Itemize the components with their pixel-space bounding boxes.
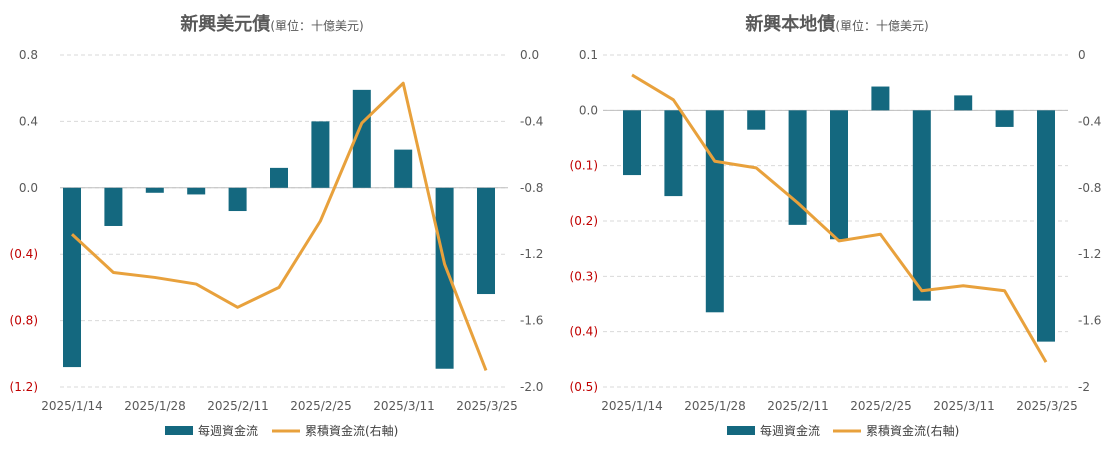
x-tick-label: 2025/2/25 [850,399,912,413]
left-tick-label: (0.4) [10,247,38,261]
x-tick-label: 2025/2/11 [767,399,829,413]
chart-title-unit: (單位：十億美元) [835,18,928,33]
cumulative-line [631,73,1048,363]
chart-usd-bonds: 新興美元債(單位：十億美元) 0.8 0.4 0.0 (0.4) (0.8) (1.2) 0.… [10,13,544,438]
right-tick-label: -1.2 [520,247,543,261]
bar [104,187,123,226]
right-tick-label: -0.8 [1078,181,1101,195]
right-tick-label: -1.2 [1078,247,1101,261]
left-tick-label: (0.1) [570,159,598,173]
x-tick-label: 2025/3/25 [1016,399,1078,413]
right-tick-label: 0 [1078,48,1086,62]
right-tick-label: -2 [1078,380,1090,394]
bar [912,110,931,301]
legend-bar-label: 每週資金流 [760,423,820,438]
right-tick-label: -2.0 [520,380,543,394]
x-tick-label: 2025/1/28 [124,399,186,413]
left-tick-label: (0.8) [10,314,38,328]
legend-bar-label: 每週資金流 [198,423,258,438]
x-tick-label: 2025/3/11 [933,399,995,413]
bar [1037,110,1055,342]
left-tick-label: (1.2) [10,380,38,394]
cumulative-line [70,81,488,371]
bar [352,89,371,188]
bar [394,149,413,188]
right-tick-label: -0.4 [520,114,543,128]
chart-title-unit: (單位：十億美元) [270,18,363,33]
chart-title: 新興本地債(單位：十億美元) [745,13,928,35]
bar [664,110,683,197]
bar [477,187,495,295]
legend-bar-swatch [727,426,755,435]
right-tick-label: -0.4 [1078,114,1101,128]
chart-local-bonds: 新興本地債(單位：十億美元) 0.1 0.0 (0.1) (0.2) (0.3) (0.4)… [570,13,1102,438]
left-tick-label: (0.3) [570,269,598,283]
legend-line-label: 累積資金流(右軸) [866,423,959,438]
bar [705,110,724,313]
bar [830,110,848,240]
bar [270,167,288,188]
bar [623,110,641,176]
right-tick-label: 0.0 [520,48,539,62]
x-tick-label: 2025/1/28 [684,399,746,413]
bar [747,110,766,130]
left-tick-label: 0.0 [19,181,38,195]
x-tick-label: 2025/2/25 [290,399,352,413]
left-tick-label: 0.1 [579,48,598,62]
left-tick-label: 0.4 [19,114,38,128]
x-tick-label: 2025/3/11 [373,399,435,413]
bar [871,86,890,111]
chart-title-main: 新興美元債 [180,13,270,35]
bar [187,187,206,195]
left-tick-label: 0.8 [19,48,38,62]
bar [63,187,81,368]
x-tick-label: 2025/3/25 [456,399,518,413]
bar [228,187,247,212]
bar [311,121,330,188]
x-tick-label: 2025/2/11 [207,399,269,413]
left-tick-label: (0.4) [570,325,598,339]
legend-bar-swatch [165,426,193,435]
right-tick-label: -1.6 [520,314,543,328]
legend-line-label: 累積資金流(右軸) [305,423,398,438]
left-tick-label: (0.5) [570,380,598,394]
x-tick-label: 2025/1/14 [601,399,663,413]
bar [788,110,807,225]
right-tick-label: -1.6 [1078,314,1101,328]
bar [954,95,973,111]
right-tick-label: -0.8 [520,181,543,195]
x-tick-label: 2025/1/14 [41,399,103,413]
left-tick-label: 0.0 [579,103,598,117]
chart-title-main: 新興本地債 [745,13,835,35]
chart-title: 新興美元債(單位：十億美元) [180,13,363,35]
bar [145,187,164,193]
bar [995,110,1014,127]
bar [435,187,454,369]
left-tick-label: (0.2) [570,214,598,228]
